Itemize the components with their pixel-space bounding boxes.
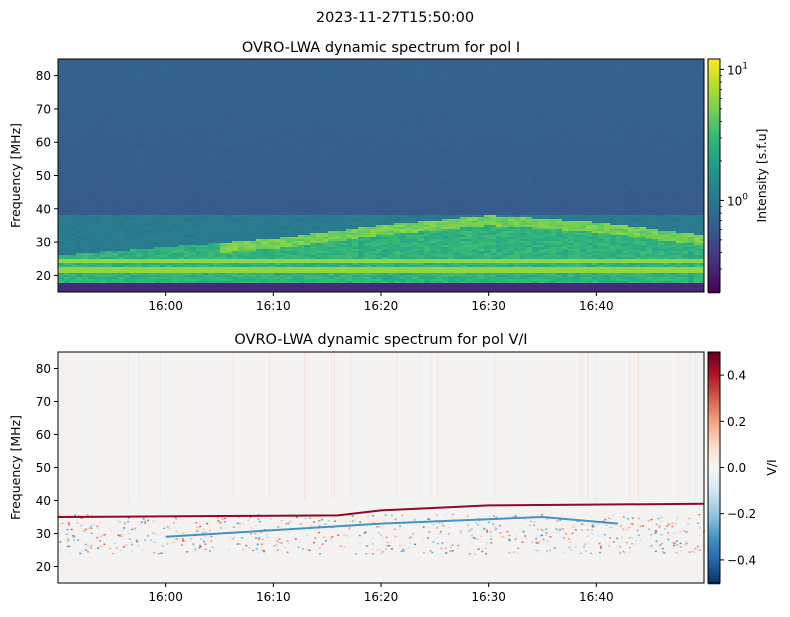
y-tick-label: 50 [36, 169, 51, 183]
y-tick-label: 60 [36, 136, 51, 150]
y-tick-label: 20 [36, 560, 51, 574]
y-tick-label: 60 [36, 428, 51, 442]
y-axis-label: Frequency [MHz] [8, 415, 23, 520]
x-tick-label: 16:30 [471, 299, 506, 313]
colorbar-tick-label: −0.4 [727, 553, 756, 567]
panel-1: 16:00 16:10 16:20 16:30 16:40 20 30 40 50 60 70 80 F… [8, 40, 769, 313]
x-tick-label: 16:40 [579, 299, 614, 313]
colorbar-tick-label: 0.0 [727, 461, 746, 475]
x-tick-label: 16:10 [256, 299, 291, 313]
y-tick-label: 80 [36, 362, 51, 376]
colorbar-tick-label: −0.2 [727, 507, 756, 521]
x-tick-label: 16:40 [579, 590, 614, 604]
x-tick-label: 16:00 [148, 590, 183, 604]
y-tick-label: 30 [36, 236, 51, 250]
heatmap-background [58, 352, 704, 583]
y-tick-label: 80 [36, 69, 51, 83]
axis-ticks: 16:00 16:10 16:20 16:30 16:40 20 30 40 50 60 70 80 [36, 69, 614, 313]
y-tick-label: 50 [36, 461, 51, 475]
y-tick-label: 30 [36, 527, 51, 541]
negative-v-track [165, 515, 618, 538]
x-tick-label: 16:20 [364, 299, 399, 313]
axis-ticks: 16:00 16:10 16:20 16:30 16:40 20 30 40 50 60 70 80 [36, 362, 614, 604]
chart-title: OVRO-LWA dynamic spectrum for pol V/I [234, 332, 527, 348]
colorbar-frame [707, 58, 721, 293]
colorbar-2: 0.4 0.2 0.0 −0.2 −0.4 V/I [707, 351, 779, 585]
y-tick-label: 70 [36, 102, 51, 116]
panel-2: 16:00 16:10 16:20 16:30 16:40 20 30 40 50 60 70 80 F… [8, 332, 779, 604]
y-tick-label: 70 [36, 395, 51, 409]
heatmap-cells [58, 352, 706, 555]
colorbar-tick-label: 0.2 [727, 415, 746, 429]
x-tick-label: 16:00 [148, 299, 183, 313]
x-tick-label: 16:20 [364, 590, 399, 604]
colorbar-tick-label: 101 [727, 61, 748, 77]
chart-title: OVRO-LWA dynamic spectrum for pol I [242, 40, 520, 56]
positive-v-track [57, 502, 705, 518]
figure-suptitle: 2023-11-27T15:50:00 [315, 10, 475, 26]
y-tick-label: 40 [36, 202, 51, 216]
x-tick-label: 16:10 [256, 590, 291, 604]
colorbar-label: V/I [764, 459, 779, 475]
y-tick-label: 40 [36, 494, 51, 508]
colorbar-label: Intensity [s.f.u] [754, 128, 769, 222]
colorbar-tick-label: 100 [727, 192, 748, 208]
y-axis-label: Frequency [MHz] [8, 123, 23, 228]
y-tick-label: 20 [36, 269, 51, 283]
heatmap-cells [58, 59, 705, 293]
x-tick-label: 16:30 [471, 590, 506, 604]
colorbar-1: 101 100 Intensity [s.f.u] [707, 58, 769, 294]
colorbar-tick-label: 0.4 [727, 369, 746, 383]
